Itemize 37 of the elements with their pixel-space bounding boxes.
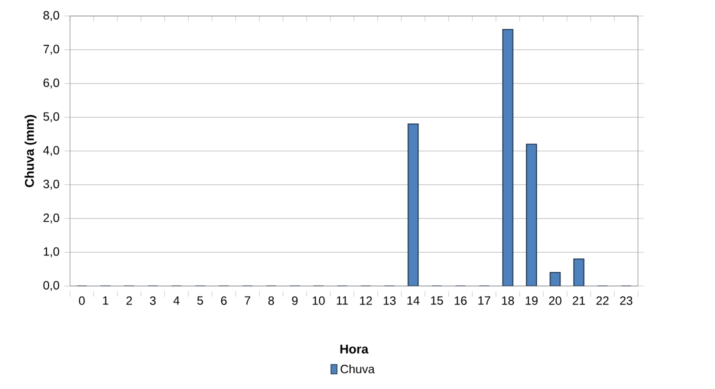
- y-tick-label: 7,0: [44, 44, 60, 55]
- x-tick-label: 21: [572, 296, 585, 305]
- x-tick-label: 14: [407, 296, 420, 305]
- x-tick-label: 17: [478, 296, 490, 305]
- x-tick-label: 16: [454, 296, 467, 305]
- y-tick-label: 2,0: [44, 214, 60, 224]
- x-tick-label: 1: [103, 296, 108, 305]
- x-tick-label: 20: [549, 296, 562, 305]
- x-tick-label: 23: [620, 296, 632, 305]
- x-tick-label: 4: [173, 296, 180, 305]
- x-tick-label: 9: [292, 296, 298, 305]
- legend-label: Chuva: [340, 364, 375, 374]
- x-tick-label: 12: [360, 296, 372, 305]
- x-tick-label: 18: [502, 296, 514, 305]
- x-tick-label: 19: [526, 296, 538, 305]
- x-tick-label: 3: [150, 296, 156, 305]
- x-tick-label: 10: [312, 296, 325, 305]
- x-tick-label: 5: [197, 296, 204, 305]
- x-tick-label: 0: [78, 296, 85, 305]
- bar: [502, 28, 514, 286]
- x-tick-label: 22: [596, 296, 609, 305]
- x-tick-label: 6: [221, 296, 227, 305]
- y-tick-label: 5,0: [43, 112, 60, 122]
- x-tick-label: 7: [244, 296, 250, 305]
- x-tick-label: 11: [336, 296, 348, 305]
- x-axis-title: Hora: [340, 344, 369, 354]
- x-tick-label: 15: [431, 296, 443, 305]
- y-axis-title: Chuva (mm): [24, 115, 36, 188]
- x-tick-label: 8: [268, 296, 274, 305]
- y-tick-label: 3,0: [43, 180, 60, 190]
- y-tick-label: 4,0: [43, 146, 60, 156]
- y-tick-label: 6,0: [44, 78, 60, 88]
- y-tick-label: 8,0: [43, 11, 60, 21]
- x-tick-label: 2: [126, 296, 132, 305]
- y-tick-label: 1,0: [44, 247, 60, 258]
- y-tick-label: 0,0: [43, 281, 60, 291]
- x-tick-label: 13: [384, 296, 396, 305]
